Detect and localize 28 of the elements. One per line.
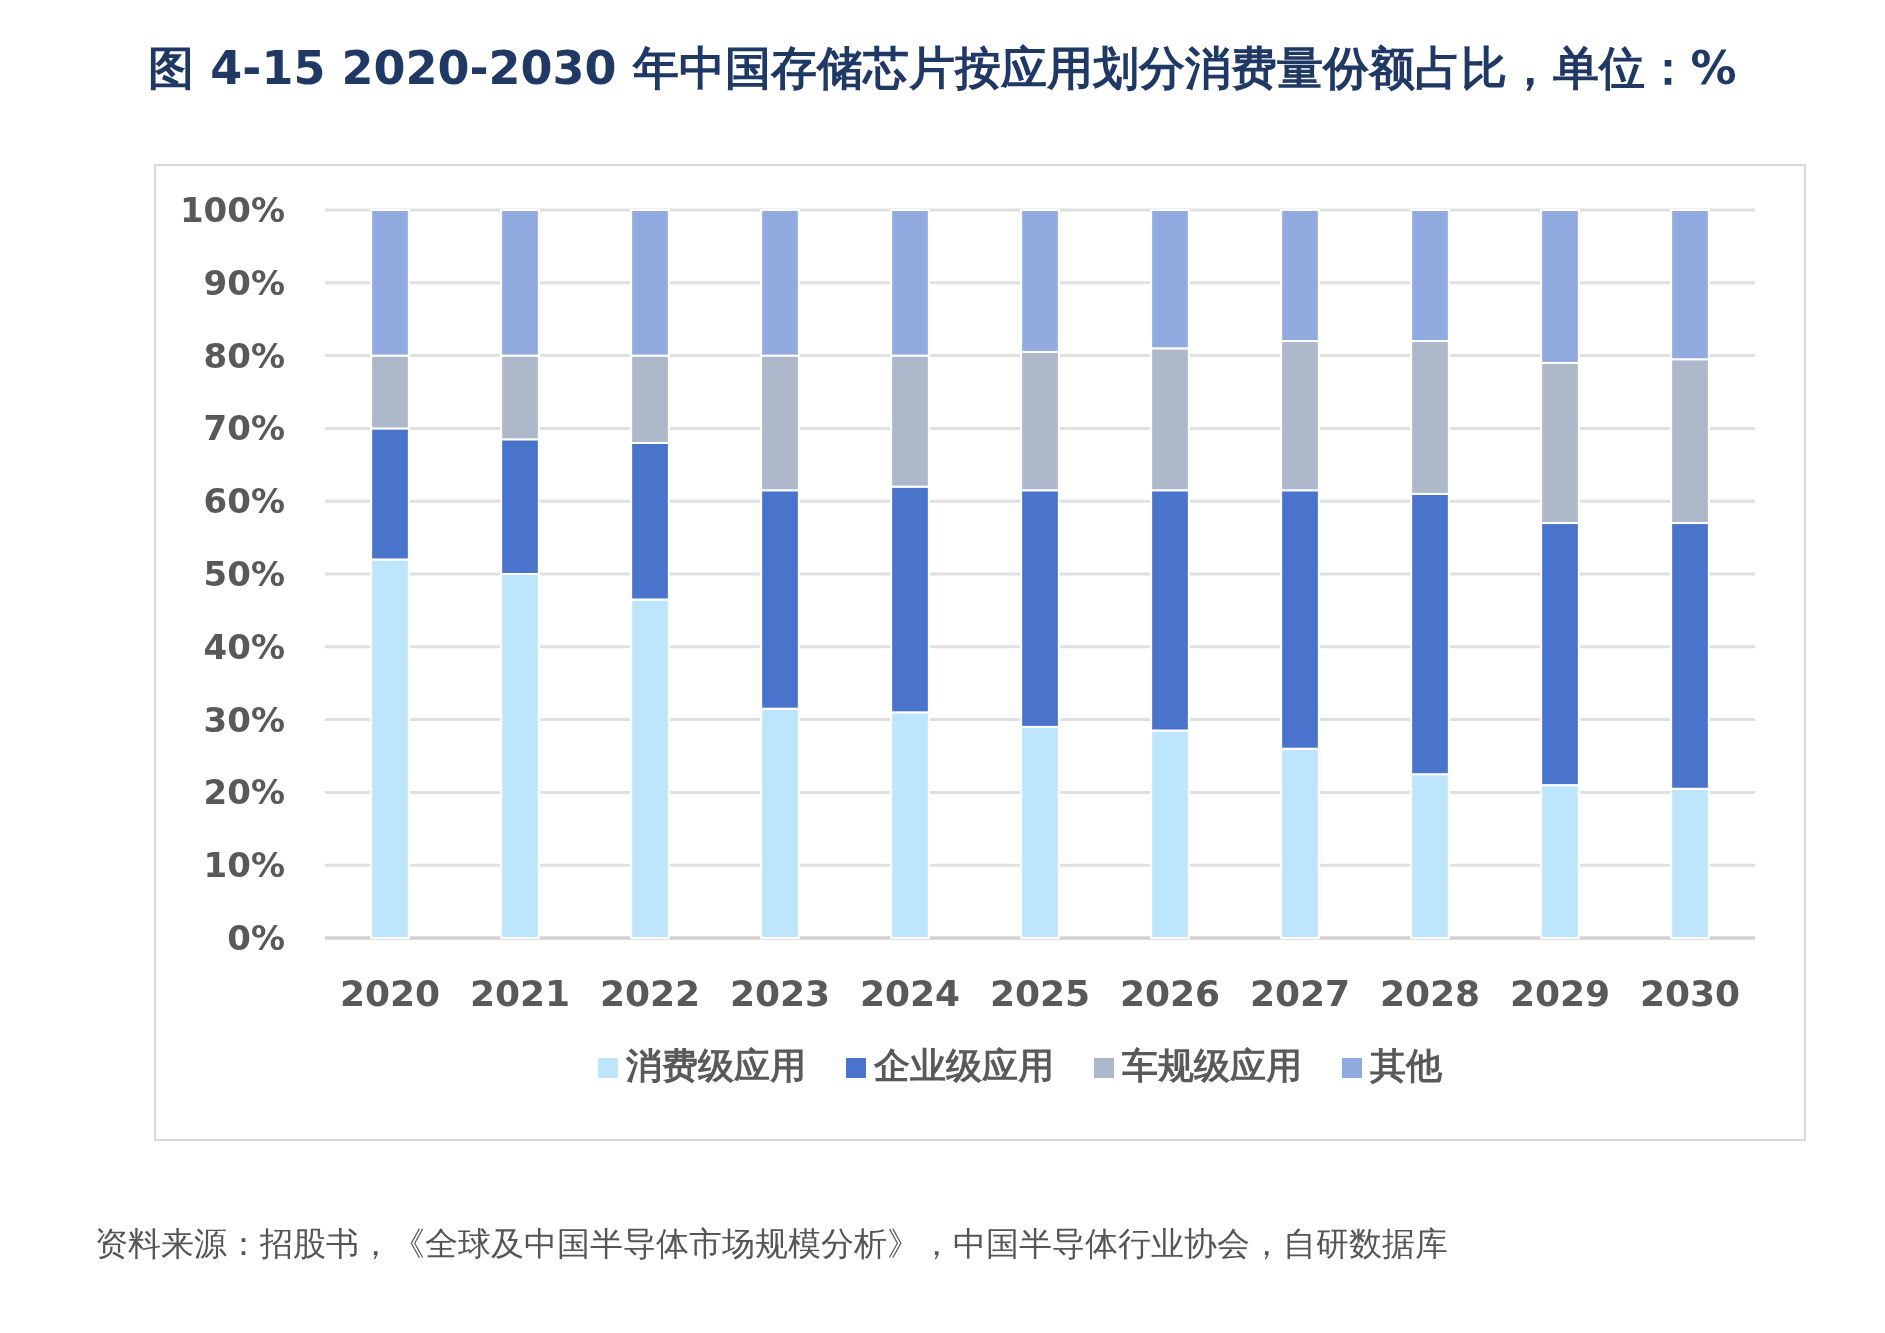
x-tick-label: 2028 [1379,973,1481,1014]
y-tick-label: 20% [203,772,285,813]
x-tick-label: 2024 [859,973,961,1014]
y-tick-label: 30% [203,699,285,740]
x-tick-label: 2025 [989,973,1091,1014]
x-tick-label: 2021 [469,973,571,1014]
y-tick-label: 0% [227,918,285,958]
legend-label: 企业级应用 [873,1045,1054,1086]
x-tick-label: 2029 [1509,973,1611,1014]
x-tick-label: 2027 [1249,973,1351,1014]
legend-label: 其他 [1369,1045,1443,1086]
legend-label: 消费级应用 [625,1045,806,1086]
y-tick-label: 80% [203,335,285,376]
x-tick-label: 2023 [729,973,831,1014]
x-tick-label: 2026 [1119,973,1221,1014]
y-tick-label: 90% [203,262,285,303]
y-tick-label: 10% [203,845,285,886]
y-tick-label: 60% [203,481,285,522]
x-tick-label: 2030 [1639,973,1741,1014]
x-tick-label: 2020 [339,973,441,1014]
y-tick-label: 40% [203,626,285,667]
y-tick-label: 70% [203,408,285,449]
y-tick-label: 100% [179,190,285,230]
text: 资料来源：招股书，《全球及中国半导体市场规模分析》，中国半导体行业协会，自研数据库 [94,1223,1449,1265]
legend-label: 车规级应用 [1122,1045,1302,1086]
x-tick-label: 2022 [599,973,701,1014]
chart-title: 图 4-15 2020-2030 年中国存储芯片按应用划分消费量份额占比，单位：% [147,40,1738,97]
y-tick-label: 50% [203,554,285,594]
